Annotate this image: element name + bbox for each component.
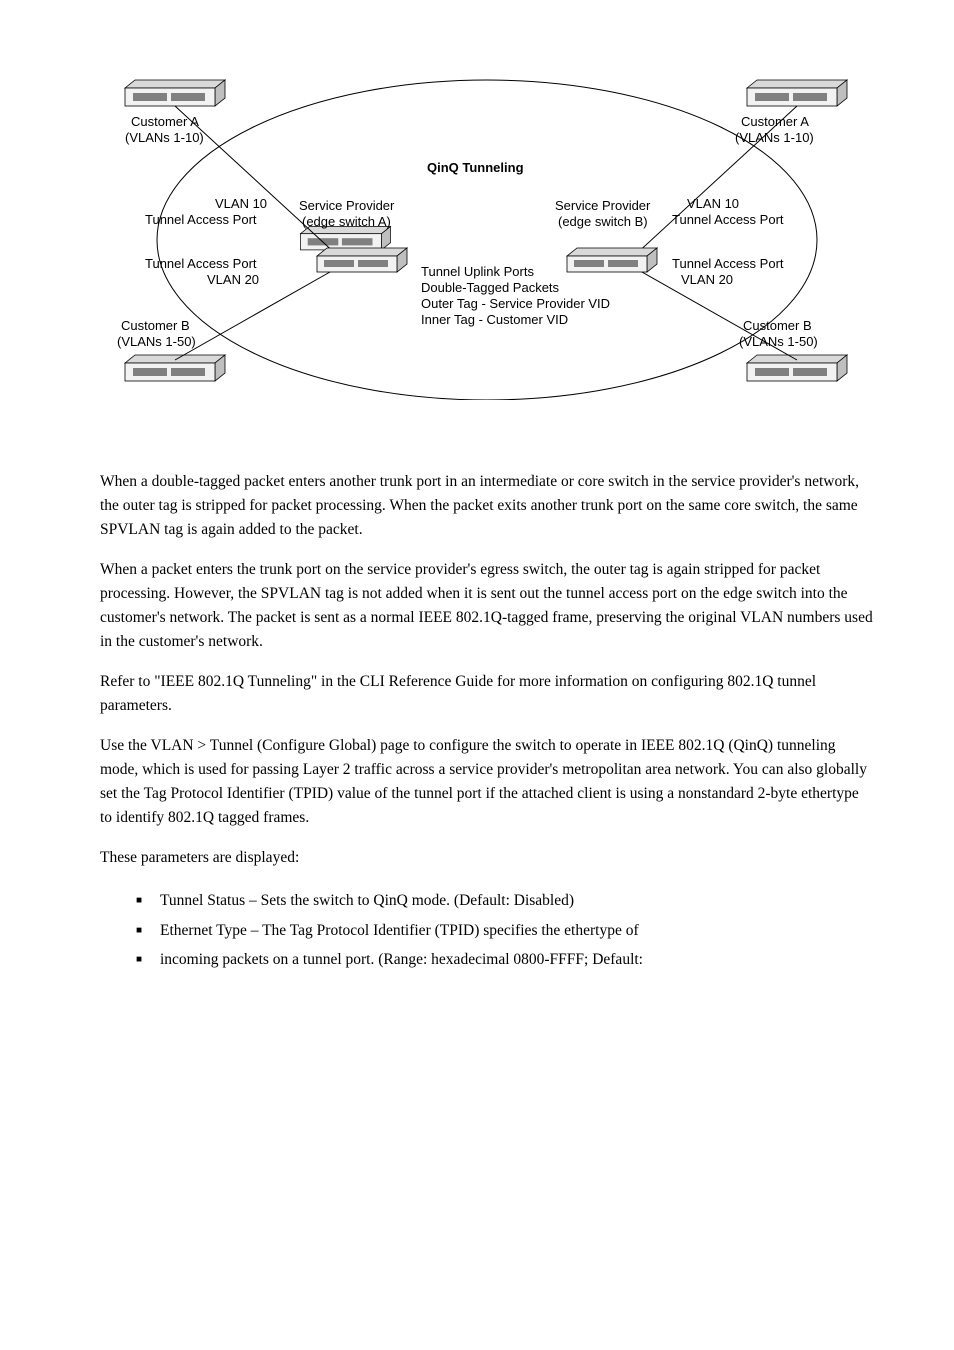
label-uplink-l2: Double-Tagged Packets: [421, 280, 559, 296]
label-custB-left-vlans: (VLANs 1-50): [117, 334, 196, 350]
label-right-vlan20: VLAN 20: [681, 272, 733, 288]
qinq-diagram: Customer A (VLANs 1-10) Customer A (VLAN…: [107, 60, 867, 400]
paragraph-4: Use the VLAN > Tunnel (Configure Global)…: [100, 734, 874, 830]
label-sp-b-l1: Service Provider: [555, 198, 650, 214]
label-right-tap-b: Tunnel Access Port: [672, 256, 784, 272]
label-uplink-l4: Inner Tag - Customer VID: [421, 312, 568, 328]
bullet-3: incoming packets on a tunnel port. (Rang…: [136, 945, 874, 974]
label-title: QinQ Tunneling: [427, 160, 524, 176]
label-custA-right-name: Customer A: [741, 114, 809, 130]
bullet-list: Tunnel Status – Sets the switch to QinQ …: [136, 886, 874, 974]
label-sp-a-l2: (edge switch A): [302, 214, 391, 230]
label-right-vlan10: VLAN 10: [687, 196, 739, 212]
label-custB-right-vlans: (VLANs 1-50): [739, 334, 818, 350]
label-custA-left-vlans: (VLANs 1-10): [125, 130, 204, 146]
label-left-tap-a: Tunnel Access Port: [145, 212, 257, 228]
label-sp-b-l2: (edge switch B): [558, 214, 648, 230]
label-sp-a-l1: Service Provider: [299, 198, 394, 214]
label-left-vlan20: VLAN 20: [207, 272, 259, 288]
paragraph-2: When a packet enters the trunk port on t…: [100, 558, 874, 654]
body-text: When a double-tagged packet enters anoth…: [100, 470, 874, 975]
paragraph-1: When a double-tagged packet enters anoth…: [100, 470, 874, 542]
label-uplink-l1: Tunnel Uplink Ports: [421, 264, 534, 280]
label-right-tap-a: Tunnel Access Port: [672, 212, 784, 228]
label-custB-right-name: Customer B: [743, 318, 812, 334]
label-custA-right-vlans: (VLANs 1-10): [735, 130, 814, 146]
bullet-2: Ethernet Type – The Tag Protocol Identif…: [136, 916, 874, 945]
paragraph-3: Refer to "IEEE 802.1Q Tunneling" in the …: [100, 670, 874, 718]
label-uplink-l3: Outer Tag - Service Provider VID: [421, 296, 610, 312]
label-left-tap-b: Tunnel Access Port: [145, 256, 257, 272]
bullet-1: Tunnel Status – Sets the switch to QinQ …: [136, 886, 874, 915]
label-custB-left-name: Customer B: [121, 318, 190, 334]
label-left-vlan10: VLAN 10: [215, 196, 267, 212]
label-custA-left-name: Customer A: [131, 114, 199, 130]
page: Customer A (VLANs 1-10) Customer A (VLAN…: [0, 0, 954, 1350]
paragraph-5-lead: These parameters are displayed:: [100, 846, 874, 870]
